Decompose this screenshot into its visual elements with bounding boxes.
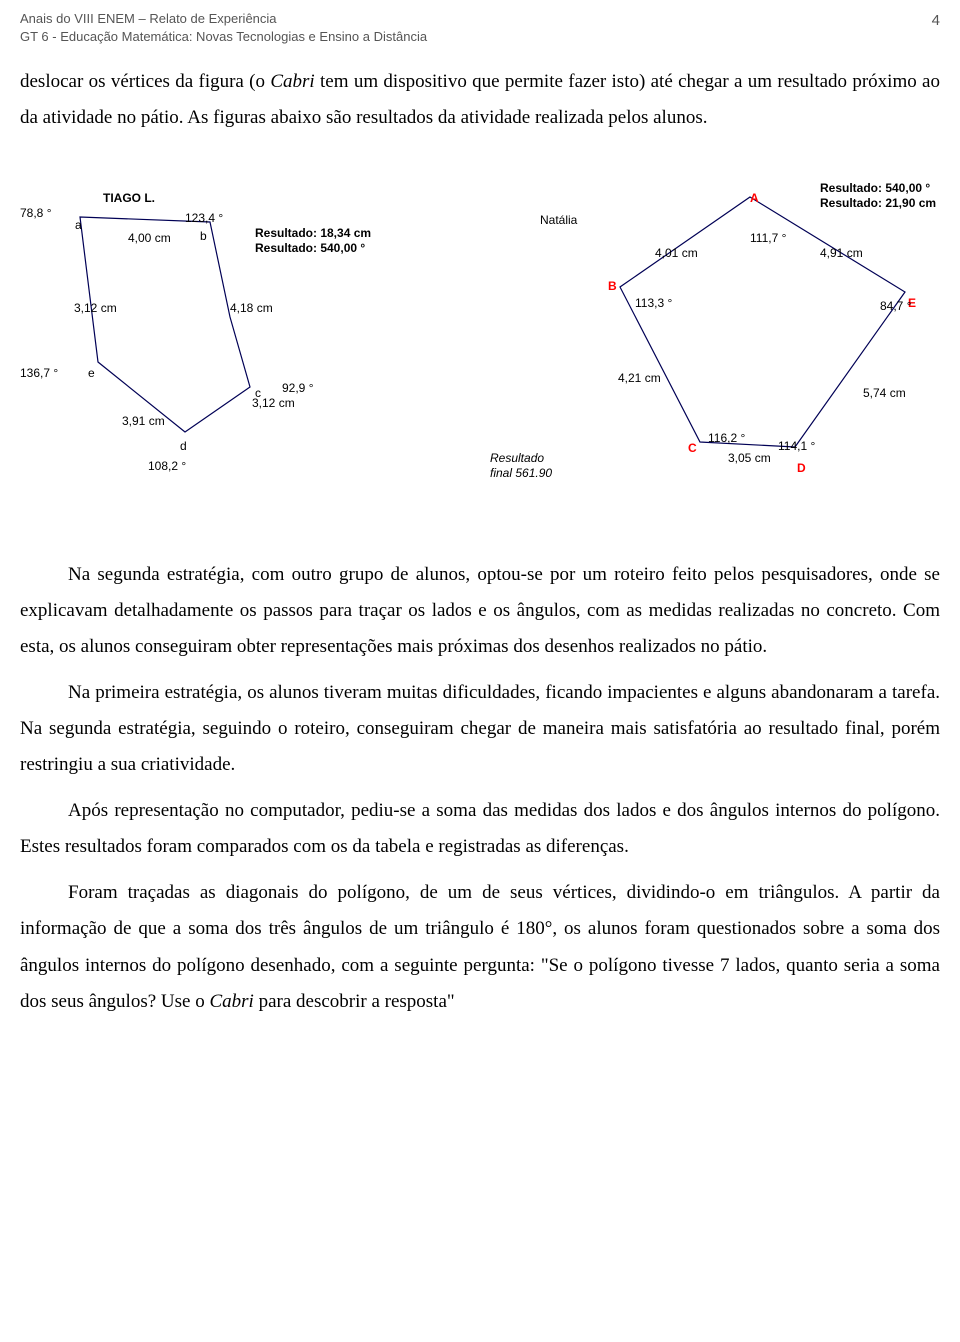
author-natalia: Natália [540, 209, 577, 232]
angle-D: 114,1 ° [778, 435, 815, 458]
side-ed: 3,91 cm [122, 410, 165, 433]
side-ab: 4,00 cm [128, 227, 171, 250]
final-value: final 561.90 [490, 462, 552, 485]
vertex-e: e [88, 362, 95, 385]
header-line2: GT 6 - Educação Matemática: Novas Tecnol… [20, 28, 427, 46]
figure-natalia: Natália Resultado: 540,00 ° Resultado: 2… [460, 167, 940, 507]
page-header: Anais do VIII ENEM – Relato de Experiênc… [20, 10, 940, 46]
vertex-D: D [797, 457, 806, 480]
header-line1: Anais do VIII ENEM – Relato de Experiênc… [20, 10, 427, 28]
side-AE: 4,91 cm [820, 242, 863, 265]
angle-E: 84,7 ° [880, 295, 912, 318]
intro-text-a: deslocar os vértices da figura (o [20, 71, 270, 92]
intro-paragraph: deslocar os vértices da figura (o Cabri … [20, 64, 940, 136]
p5-cabri: Cabri [209, 991, 253, 1012]
figure-tiago: TIAGO L. 78,8 ° 123,4 ° 136,7 ° 108,2 ° … [20, 167, 420, 487]
paragraph-3: Na primeira estratégia, os alunos tivera… [20, 675, 940, 783]
side-bc: 4,18 cm [230, 297, 273, 320]
header-left: Anais do VIII ENEM – Relato de Experiênc… [20, 10, 427, 46]
angle-top-left: 78,8 ° [20, 202, 52, 225]
vertex-d: d [180, 435, 187, 458]
vertex-a: a [75, 214, 82, 237]
angle-left: 136,7 ° [20, 362, 58, 385]
side-CD: 3,05 cm [728, 447, 771, 470]
paragraph-2: Na segunda estratégia, com outro grupo d… [20, 557, 940, 665]
angle-A: 111,7 ° [750, 227, 786, 250]
result2-tiago: Resultado: 540,00 ° [255, 237, 365, 260]
vertex-C: C [688, 437, 697, 460]
result2-natalia: Resultado: 21,90 cm [820, 192, 936, 215]
figures-row: TIAGO L. 78,8 ° 123,4 ° 136,7 ° 108,2 ° … [20, 167, 940, 507]
intro-cabri: Cabri [270, 71, 314, 92]
side-AB: 4,01 cm [655, 242, 698, 265]
angle-bottom: 108,2 ° [148, 455, 186, 478]
vertex-b: b [200, 225, 207, 248]
page-number: 4 [932, 10, 940, 46]
side-be: 3,12 cm [74, 297, 117, 320]
side-BC: 4,21 cm [618, 367, 661, 390]
angle-B: 113,3 ° [635, 292, 672, 315]
author-tiago: TIAGO L. [103, 187, 155, 210]
paragraph-5: Foram traçadas as diagonais do polígono,… [20, 875, 940, 1019]
p5-text-a: Foram traçadas as diagonais do polígono,… [20, 882, 940, 1011]
vertex-B: B [608, 275, 617, 298]
vertex-c: c [255, 382, 261, 405]
side-ED: 5,74 cm [863, 382, 906, 405]
paragraph-4: Após representação no computador, pediu-… [20, 793, 940, 865]
p5-text-c: para descobrir a resposta" [254, 991, 455, 1012]
vertex-A: A [750, 187, 759, 210]
